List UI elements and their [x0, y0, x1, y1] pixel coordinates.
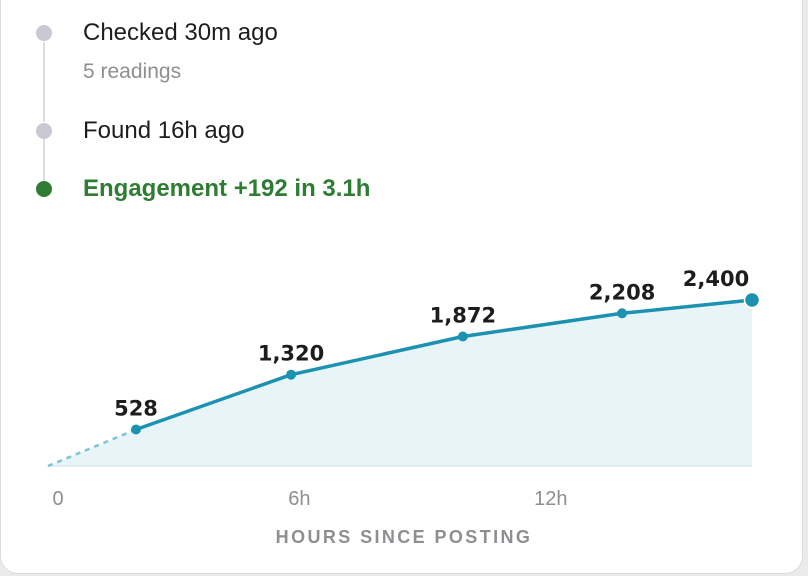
data-label: 1,320: [258, 342, 324, 366]
data-label: 2,208: [589, 280, 655, 304]
data-point: [617, 308, 628, 319]
timeline-connector: [43, 42, 45, 122]
timeline-item-readings: 5 readings: [83, 60, 182, 83]
x-axis-title: HOURS SINCE POSTING: [276, 527, 533, 547]
x-tick-label: 0: [52, 488, 63, 510]
data-label: 2,400: [683, 267, 749, 291]
timeline-dot-inactive: [36, 123, 52, 139]
data-point: [743, 291, 761, 309]
x-tick-label: 12h: [534, 488, 567, 510]
timeline-item-checked: Checked 30m ago: [83, 19, 278, 46]
data-label: 1,872: [430, 304, 496, 328]
timeline-item-found: Found 16h ago: [83, 117, 245, 144]
activity-timeline: Checked 30m ago 5 readings Found 16h ago…: [0, 0, 808, 220]
timeline-connector: [43, 139, 45, 181]
timeline-item-engagement: Engagement +192 in 3.1h: [83, 175, 371, 202]
timeline-dot-inactive: [36, 25, 52, 41]
data-label: 528: [114, 396, 158, 420]
data-point: [286, 369, 297, 380]
area-fill: [48, 300, 752, 466]
data-point: [457, 331, 468, 342]
timeline-dot-active: [36, 181, 52, 197]
x-tick-label: 6h: [288, 488, 310, 510]
data-point: [131, 424, 141, 435]
